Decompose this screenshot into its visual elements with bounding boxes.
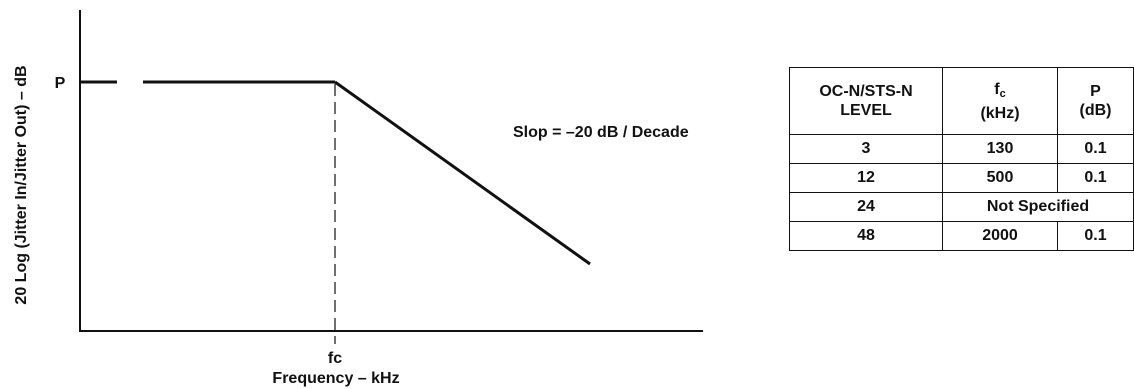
cell-not-specified: Not Specified xyxy=(942,192,1134,222)
cell-p: 0.1 xyxy=(1057,163,1134,193)
header-level: OC-N/STS-N LEVEL xyxy=(789,67,943,135)
cell-p: 0.1 xyxy=(1057,134,1134,164)
cell-fc: 500 xyxy=(942,163,1058,193)
cell-fc: 2000 xyxy=(942,221,1058,251)
header-fc-symbol: fc xyxy=(943,80,1057,104)
header-level-line-1: OC-N/STS-N xyxy=(819,83,913,100)
table-header-row: OC-N/STS-N LEVEL fc (kHz) P (dB) xyxy=(789,67,1134,135)
oc-level-spec-table: OC-N/STS-N LEVEL fc (kHz) P (dB) 3 130 0… xyxy=(789,67,1134,251)
table-row: 3 130 0.1 xyxy=(789,134,1134,164)
p-level-label: P xyxy=(55,75,66,92)
cell-level: 3 xyxy=(789,134,943,164)
table-row: 12 500 0.1 xyxy=(789,163,1134,193)
header-fc-main: f xyxy=(994,80,1000,98)
fc-marker-label: fc xyxy=(328,350,342,367)
cell-level: 12 xyxy=(789,163,943,193)
cell-level: 48 xyxy=(789,221,943,251)
table-row: 24 Not Specified xyxy=(789,192,1134,222)
header-fc-unit: (kHz) xyxy=(980,104,1020,122)
rolloff-slope-line xyxy=(334,80,591,266)
header-p: P (dB) xyxy=(1057,67,1134,135)
header-fc: fc (kHz) xyxy=(942,67,1058,135)
header-fc-subscript: c xyxy=(999,87,1006,100)
cell-fc: 130 xyxy=(942,134,1058,164)
header-level-line-2: LEVEL xyxy=(840,102,892,119)
slope-annotation: Slop = –20 dB / Decade xyxy=(513,124,689,141)
oc-level-spec-table-wrapper: OC-N/STS-N LEVEL fc (kHz) P (dB) 3 130 0… xyxy=(789,67,1134,251)
cell-p: 0.1 xyxy=(1057,221,1134,251)
table-row: 48 2000 0.1 xyxy=(789,221,1134,251)
cell-level: 24 xyxy=(789,192,943,222)
y-axis-label: 20 Log (Jitter In/Jitter Out) – dB xyxy=(13,65,30,304)
header-p-symbol: P xyxy=(1090,83,1101,100)
header-p-unit: (dB) xyxy=(1079,102,1112,119)
x-axis-label: Frequency – kHz xyxy=(272,370,399,387)
